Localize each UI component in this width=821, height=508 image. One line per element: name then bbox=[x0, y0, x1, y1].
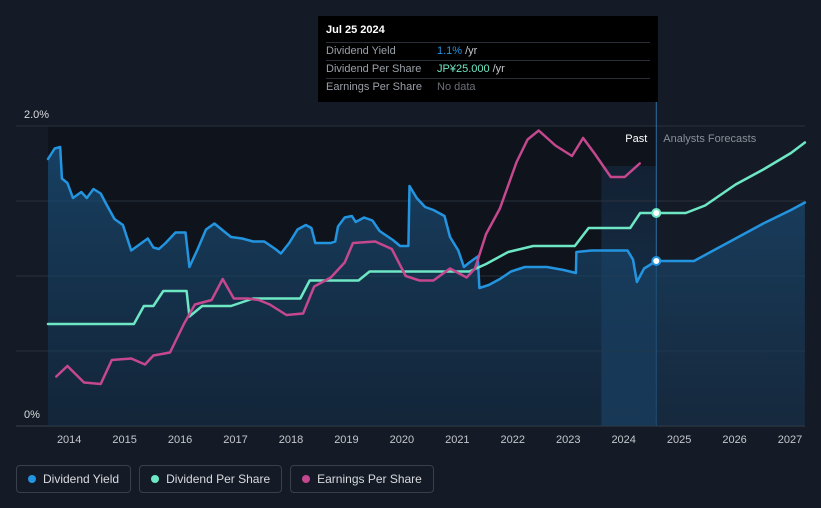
tooltip-unit: /yr bbox=[492, 63, 505, 75]
x-tick-label: 2026 bbox=[722, 434, 746, 446]
dividend-yield-area bbox=[48, 147, 805, 426]
series-line-dividend-yield bbox=[46, 145, 807, 290]
past-label: Past bbox=[625, 133, 647, 145]
y-axis-label: 2.0% bbox=[24, 109, 49, 121]
tooltip-label: Dividend Yield bbox=[326, 45, 396, 57]
x-tick-label: 2025 bbox=[667, 434, 691, 446]
x-tick-label: 2020 bbox=[390, 434, 414, 446]
forecast-label: Analysts Forecasts bbox=[663, 133, 756, 145]
legend-label: Dividend Per Share bbox=[166, 472, 271, 486]
marker-dividend-per-share bbox=[651, 208, 662, 218]
tooltip-date: Jul 25 2024 bbox=[326, 24, 385, 36]
legend-dividend-per-share[interactable]: Dividend Per Share bbox=[139, 465, 283, 493]
x-tick-label: 2018 bbox=[279, 434, 303, 446]
tooltip-label: Earnings Per Share bbox=[326, 81, 422, 93]
x-tick-label: 2027 bbox=[778, 434, 802, 446]
legend-label: Earnings Per Share bbox=[317, 472, 422, 486]
tooltip-row-dividend-yield: Dividend Yield 1.1% /yr bbox=[326, 42, 650, 60]
tooltip-value: JP¥25.000 bbox=[437, 63, 490, 75]
x-tick-label: 2022 bbox=[501, 434, 525, 446]
x-tick-label: 2016 bbox=[168, 434, 192, 446]
legend-dot-icon bbox=[302, 475, 311, 483]
marker-dividend-yield bbox=[651, 256, 662, 266]
legend-earnings-per-share[interactable]: Earnings Per Share bbox=[290, 465, 434, 493]
tooltip-value: No data bbox=[437, 81, 476, 93]
x-tick-label: 2017 bbox=[223, 434, 247, 446]
x-tick-label: 2024 bbox=[611, 434, 635, 446]
x-tick-label: 2019 bbox=[334, 434, 358, 446]
x-tick-label: 2021 bbox=[445, 434, 469, 446]
tooltip-value: 1.1% bbox=[437, 45, 463, 57]
chart-legend: Dividend Yield Dividend Per Share Earnin… bbox=[16, 465, 434, 493]
tooltip-row-earnings-per-share: Earnings Per Share No data bbox=[326, 78, 650, 96]
series-line-dividend-per-share bbox=[46, 141, 807, 326]
legend-label: Dividend Yield bbox=[43, 472, 120, 486]
y-axis-label: 0% bbox=[24, 409, 40, 421]
legend-dividend-yield[interactable]: Dividend Yield bbox=[16, 465, 132, 493]
hover-tooltip: Jul 25 2024 Dividend Yield 1.1% /yr Divi… bbox=[318, 16, 658, 102]
tooltip-label: Dividend Per Share bbox=[326, 63, 422, 75]
x-tick-label: 2014 bbox=[57, 434, 81, 446]
legend-dot-icon bbox=[28, 475, 36, 483]
x-tick-label: 2015 bbox=[112, 434, 136, 446]
legend-dot-icon bbox=[151, 475, 160, 483]
series-line-earnings-per-share bbox=[55, 129, 641, 386]
tooltip-unit: /yr bbox=[465, 45, 478, 57]
tooltip-row-dividend-per-share: Dividend Per Share JP¥25.000 /yr bbox=[326, 60, 650, 78]
x-tick-label: 2023 bbox=[556, 434, 580, 446]
